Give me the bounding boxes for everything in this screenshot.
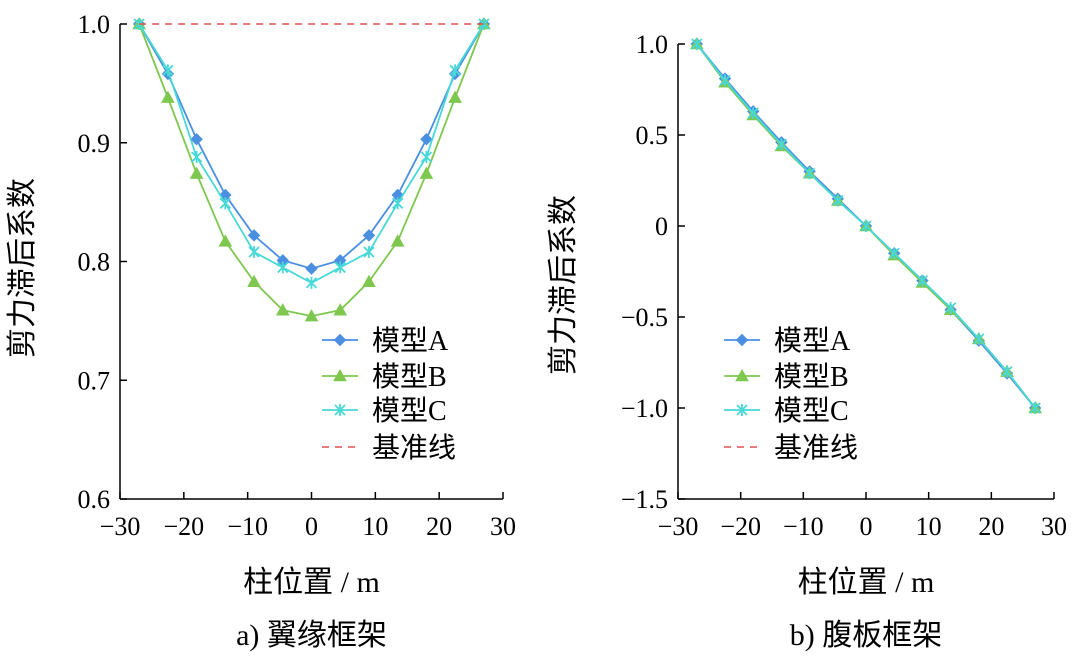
data-point-model-a-a xyxy=(190,132,203,146)
data-point-model-c-a xyxy=(162,64,174,77)
x-tick-label-a: −10 xyxy=(227,512,268,541)
data-point-model-b-a xyxy=(161,90,175,103)
data-point-model-c-a xyxy=(305,276,318,289)
series-line-model-a-a xyxy=(138,23,485,270)
y-tick-label-a: 0.6 xyxy=(78,485,111,514)
legend-marker-model-a-a xyxy=(333,333,347,347)
x-tick-label-b: −30 xyxy=(658,512,699,541)
legend-marker-model-b-b xyxy=(735,368,749,382)
y-tick-label-b: −1.0 xyxy=(621,394,668,423)
y-tick-label-a: 0.7 xyxy=(78,366,111,395)
y-tick-label-a: 0.9 xyxy=(78,129,111,158)
x-tick-label-b: 20 xyxy=(978,512,1004,541)
x-axis-label-a: 柱位置 / m xyxy=(243,566,380,599)
x-tick-label-b: −10 xyxy=(783,512,824,541)
x-tick-label-b: 10 xyxy=(916,512,942,541)
data-point-model-b-a xyxy=(448,90,462,103)
data-point-model-b-a xyxy=(247,274,261,287)
data-point-model-c-b xyxy=(832,194,844,207)
data-point-model-c-b xyxy=(1029,402,1041,414)
legend-label-model-b-b: 模型B xyxy=(774,361,849,393)
x-tick-label-a: −30 xyxy=(100,512,141,541)
data-point-model-c-b xyxy=(860,220,872,232)
legend-label-model-c-b: 模型C xyxy=(774,395,849,427)
legend-label-model-b-a: 模型B xyxy=(372,361,447,393)
chart-panel-web-frame: −1.5 −1.0 −0.5 0 0.5 1.0 −30 −20 −10 0 10 20 30 柱位置 /… xyxy=(547,30,1067,652)
y-tick-label-b: −0.5 xyxy=(621,303,668,332)
data-point-model-b-a xyxy=(189,166,204,179)
data-point-model-b-a xyxy=(275,303,290,316)
data-point-model-b-a xyxy=(333,303,348,316)
legend-marker-model-c-b xyxy=(736,404,748,416)
data-point-model-b-a xyxy=(390,234,405,247)
data-point-model-c-b xyxy=(803,167,816,180)
x-tick-label-a: 10 xyxy=(362,512,388,541)
y-tick-label-a: 1.0 xyxy=(78,10,111,39)
legend-label-model-a-a: 模型A xyxy=(372,325,449,357)
y-axis-label-b: 剪力滞后系数 xyxy=(547,195,580,375)
data-point-model-a-a xyxy=(362,229,376,242)
data-point-model-c-a xyxy=(190,151,203,163)
data-point-model-c-a xyxy=(392,197,404,210)
data-point-model-c-a xyxy=(363,246,375,258)
data-point-model-c-a xyxy=(248,246,260,258)
caption-b: b) 腹板框架 xyxy=(790,619,943,652)
data-point-model-c-b xyxy=(775,138,788,151)
caption-a: a) 翼缘框架 xyxy=(236,619,387,652)
data-point-model-c-b xyxy=(973,332,985,345)
legend-label-baseline-a: 基准线 xyxy=(372,432,456,464)
data-point-model-c-a xyxy=(334,261,346,274)
data-point-model-c-b xyxy=(1001,365,1013,378)
legend-marker-model-c-a xyxy=(334,404,346,416)
y-tick-label-a: 0.8 xyxy=(78,248,111,277)
series-line-model-c-a xyxy=(138,23,485,284)
x-axis-label-b: 柱位置 / m xyxy=(798,566,935,599)
data-point-model-b-a xyxy=(304,309,319,322)
legend-marker-model-b-a xyxy=(333,368,347,382)
y-tick-label-b: 1.0 xyxy=(636,30,669,59)
x-tick-label-b: −20 xyxy=(720,512,761,541)
data-point-model-b-a xyxy=(419,166,434,179)
x-tick-label-a: 20 xyxy=(426,512,452,541)
data-point-model-b-a xyxy=(218,234,233,247)
data-point-model-a-a xyxy=(420,132,433,146)
data-point-model-b-a xyxy=(362,274,376,287)
data-point-model-c-a xyxy=(449,64,461,77)
data-point-model-c-b xyxy=(916,274,929,287)
x-tick-label-a: −20 xyxy=(163,512,204,541)
data-point-model-a-a xyxy=(247,229,261,242)
data-point-model-a-a xyxy=(305,262,318,275)
legend-label-model-c-a: 模型C xyxy=(372,395,447,427)
y-axis-label-a: 剪力滞后系数 xyxy=(6,178,39,358)
y-tick-label-b: 0.5 xyxy=(636,121,669,150)
data-point-model-c-a xyxy=(219,197,231,210)
legend-label-baseline-b: 基准线 xyxy=(774,432,858,464)
legend-label-model-a-b: 模型A xyxy=(774,325,851,357)
chart-panel-flange-frame: 0.6 0.7 0.8 0.9 1.0 −30 −20 −10 0 10 20 30 柱位置 / m 剪力… xyxy=(6,10,516,652)
y-tick-label-b: −1.5 xyxy=(621,485,668,514)
y-tick-label-b: 0 xyxy=(655,212,668,241)
x-tick-label-b: 30 xyxy=(1041,512,1067,541)
data-point-model-c-b xyxy=(719,74,731,87)
data-point-model-c-b xyxy=(691,38,703,50)
data-point-model-c-b xyxy=(888,247,900,260)
data-point-model-c-b xyxy=(944,301,957,314)
x-tick-label-b: 0 xyxy=(860,512,873,541)
x-tick-label-a: 0 xyxy=(305,512,318,541)
data-point-model-c-b xyxy=(747,107,759,120)
data-point-model-c-a xyxy=(420,151,433,163)
x-tick-label-a: 30 xyxy=(490,512,516,541)
data-point-model-c-a xyxy=(277,261,289,274)
legend-marker-model-a-b xyxy=(735,333,749,347)
